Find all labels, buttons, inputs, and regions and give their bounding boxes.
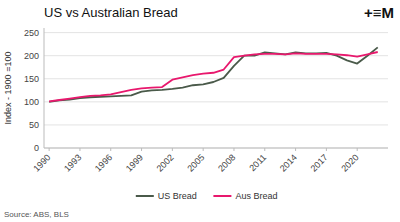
legend-swatch — [136, 195, 154, 197]
x-tick-label: 1996 — [93, 152, 114, 173]
y-axis-line — [44, 28, 45, 148]
y-tick-label: 100 — [24, 97, 39, 107]
y-axis-label: Index - 1900 =100 — [3, 52, 13, 125]
legend-label: US Bread — [158, 191, 197, 201]
legend: US Bread Aus Bread — [136, 191, 278, 201]
x-tick-label: 2005 — [185, 152, 206, 173]
x-tick-label: 2008 — [216, 152, 237, 173]
grid-line — [44, 148, 388, 149]
y-tick-label: 250 — [24, 28, 39, 38]
x-tick-label: 2011 — [247, 152, 268, 173]
x-axis-line — [44, 148, 388, 149]
grid-line — [44, 101, 388, 102]
grid-line — [44, 32, 388, 33]
x-tick — [79, 148, 80, 151]
y-tick-label: 200 — [24, 51, 39, 61]
x-tick — [141, 148, 142, 151]
chart: US vs Australian Bread Source: ABS, BLS +≡… — [0, 0, 400, 222]
title: US vs Australian Bread — [44, 5, 178, 20]
x-tick-label: 2020 — [339, 152, 360, 173]
y-tick-label: 50 — [29, 120, 39, 130]
x-tick-label: 2002 — [155, 152, 176, 173]
x-tick-label: 1999 — [124, 152, 145, 173]
series-line — [49, 47, 378, 101]
lines — [49, 47, 378, 101]
x-tick — [295, 148, 296, 151]
y-tick-label: 150 — [24, 74, 39, 84]
source-note: Source: ABS, BLS — [4, 210, 69, 219]
x-tick — [326, 148, 327, 151]
y-tick-label: 0 — [34, 143, 39, 153]
x-tick-label: 1990 — [31, 152, 52, 173]
grid — [44, 33, 388, 148]
x-tick — [110, 148, 111, 151]
x-tick-label: 2017 — [309, 152, 330, 173]
x-tick-label: 2014 — [278, 152, 299, 173]
legend-label: Aus Bread — [235, 191, 277, 201]
background — [0, 0, 400, 222]
x-tick — [357, 148, 358, 151]
x-tick-label: 1993 — [62, 152, 83, 173]
series-line — [49, 52, 378, 101]
x-tick — [203, 148, 204, 151]
x-tick — [233, 148, 234, 151]
legend-swatch — [213, 195, 231, 197]
x-tick — [172, 148, 173, 151]
logo: +≡M — [364, 4, 394, 21]
x-tick — [49, 148, 50, 151]
x-tick — [264, 148, 265, 151]
grid-line — [44, 78, 388, 79]
grid-line — [44, 124, 388, 125]
